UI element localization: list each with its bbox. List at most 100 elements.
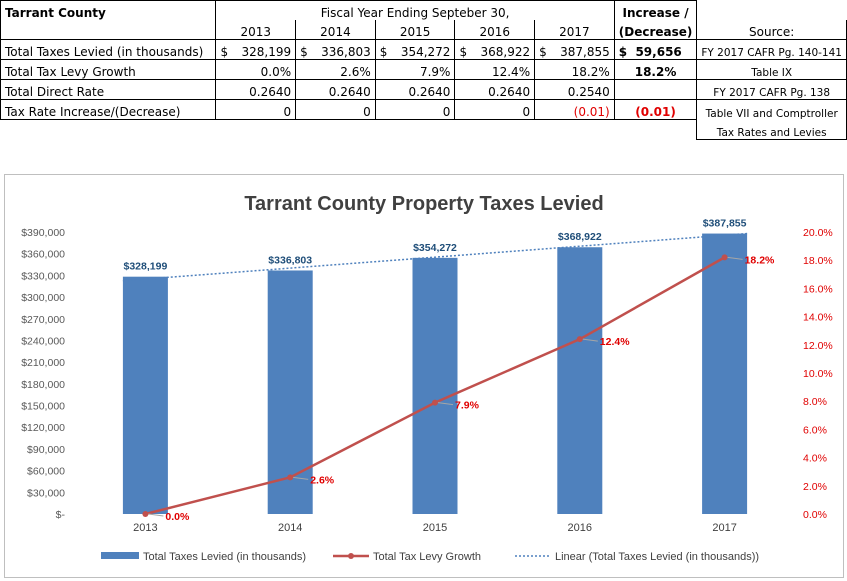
left-axis-tick-label: $330,000 (21, 270, 65, 282)
bar (412, 257, 458, 514)
cell-value: 0.2540 (534, 79, 615, 100)
right-axis-tick-label: 2.0% (803, 481, 827, 493)
increase-header-1: Increase / (613, 0, 698, 20)
right-axis-tick-label: 12.0% (803, 340, 833, 352)
currency-symbol: $ (539, 45, 547, 59)
cell-value: 0.2640 (295, 79, 376, 100)
right-axis-tick-label: 0.0% (803, 509, 827, 521)
combo-chart: Tarrant County Property Taxes Levied $- $… (21, 193, 833, 563)
cell-value: 7.9% (374, 59, 456, 80)
year-header: 2017 (534, 20, 615, 40)
left-axis-tick-label: $30,000 (27, 487, 65, 499)
increase-value: $ 59,656 (613, 39, 698, 60)
x-axis-tick-label: 2014 (278, 522, 302, 534)
cell-value: 328,199 (241, 45, 292, 59)
left-axis-tick-label: $120,000 (21, 422, 65, 434)
currency-symbol: $ (220, 45, 229, 59)
source-cell-continued: Tax Rates and Levies (696, 119, 847, 140)
cell-value: 0.2640 (454, 79, 536, 100)
leader-line (437, 402, 454, 406)
growth-point (287, 474, 294, 481)
left-axis-tick-label: $180,000 (21, 379, 65, 391)
currency-symbol: $ (300, 45, 308, 59)
year-header: 2013 (215, 20, 297, 40)
right-axis-tick-label: 16.0% (803, 283, 833, 295)
currency-symbol: $ (459, 45, 468, 59)
row-label: Total Taxes Levied (in thousands) (0, 39, 217, 60)
x-axis-tick-label: 2017 (712, 522, 736, 534)
cell-value: 0 (454, 99, 536, 120)
legend-label: Linear (Total Taxes Levied (in thousands… (555, 551, 759, 563)
cell-value: 387,855 (560, 45, 610, 59)
year-header: 2014 (295, 20, 376, 40)
right-axis-tick-label: 4.0% (803, 453, 827, 465)
left-axis-tick-label: $270,000 (21, 314, 65, 326)
left-axis-tick-label: $390,000 (21, 227, 65, 239)
year-header: 2016 (454, 20, 536, 40)
growth-data-label: 18.2% (745, 254, 775, 266)
right-axis-tick-label: 10.0% (803, 368, 833, 380)
left-axis-tick-label: $60,000 (27, 466, 65, 478)
chart-title: Tarrant County Property Taxes Levied (244, 193, 603, 215)
table-row: Total Tax Levy Growth 0.0% 2.6% 7.9% 12.… (0, 59, 847, 80)
leader-line (293, 476, 309, 480)
cell-value: 0.2640 (374, 79, 456, 100)
legend-label: Total Tax Levy Growth (373, 551, 481, 563)
growth-point (576, 336, 583, 343)
increase-value: (0.01) (613, 99, 698, 120)
row-label: Tax Rate Increase/(Decrease) (0, 99, 217, 120)
cell-value: 0 (295, 99, 376, 120)
table-row: Total Direct Rate 0.2640 0.2640 0.2640 0… (0, 79, 847, 100)
cell-value: 0.2640 (215, 79, 297, 100)
bar (267, 270, 313, 514)
bar-data-label: $387,855 (703, 218, 747, 230)
table-row: Total Taxes Levied (in thousands) $328,1… (0, 39, 847, 60)
currency-symbol: $ (379, 45, 388, 59)
source-cell: Table IX (696, 59, 847, 80)
growth-data-label: 7.9% (455, 400, 480, 412)
left-axis-tick-label: $240,000 (21, 335, 65, 347)
legend-bar-swatch (101, 552, 139, 559)
left-axis-tick-label: $150,000 (21, 401, 65, 413)
legend-marker (348, 553, 354, 559)
right-axis-tick-label: 14.0% (803, 312, 833, 324)
cell-value: 0 (215, 99, 297, 120)
source-cell: Table VII and Comptroller (696, 99, 847, 120)
x-axis-tick-label: 2013 (133, 522, 157, 534)
left-axis-tick-label: $90,000 (27, 444, 65, 456)
cell-value: 368,922 (480, 45, 531, 59)
cell-value: 354,272 (400, 45, 451, 59)
chart-area: Tarrant County Property Taxes Levied $- $… (4, 174, 844, 578)
leader-line (148, 513, 164, 517)
left-axis-tick-label: $360,000 (21, 249, 65, 261)
growth-data-label: 0.0% (165, 511, 190, 523)
left-axis-tick-label: $- (56, 509, 66, 521)
cell-value: (0.01) (534, 99, 615, 120)
increase-header-2: (Decrease) (613, 20, 698, 40)
x-axis-tick-label: 2016 (568, 522, 592, 534)
bar-data-label: $368,922 (558, 231, 602, 243)
growth-point (721, 254, 728, 261)
source-header: Source: (696, 20, 847, 40)
cell-value: 12.4% (454, 59, 536, 80)
growth-point (432, 399, 438, 406)
cell-value: 0 (374, 99, 456, 120)
row-label: Total Tax Levy Growth (0, 59, 217, 80)
source-cell: FY 2017 CAFR Pg. 138 (696, 79, 847, 100)
bar-data-label: $336,803 (268, 254, 312, 266)
left-axis-tick-label: $300,000 (21, 292, 65, 304)
row-label: Total Direct Rate (0, 79, 217, 100)
cell-value: 0.0% (215, 59, 297, 80)
growth-point (142, 511, 149, 517)
data-table: Tarrant County Fiscal Year Ending Septeb… (0, 0, 847, 140)
cell-value: 18.2% (534, 59, 615, 80)
right-axis-tick-label: 20.0% (803, 227, 833, 239)
increase-value: 18.2% (613, 59, 698, 80)
left-axis-tick-label: $210,000 (21, 357, 65, 369)
table-title: Tarrant County (0, 0, 217, 20)
cell-value: 336,803 (321, 45, 371, 59)
bar (702, 233, 748, 514)
bar (122, 276, 168, 514)
x-axis-tick-label: 2015 (423, 522, 447, 534)
fiscal-header: Fiscal Year Ending Septeber 30, (215, 0, 615, 20)
